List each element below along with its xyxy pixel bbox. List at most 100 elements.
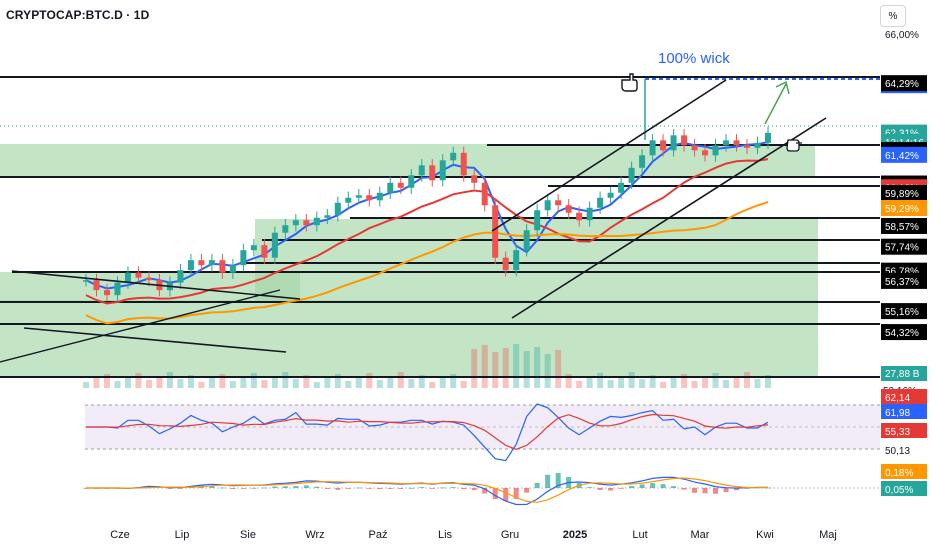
volume-bar [114, 381, 121, 388]
projection-arrow-head [775, 80, 790, 95]
candle-body [492, 205, 499, 258]
price-tag-label: 57,74% [885, 243, 919, 254]
channel-upper [491, 79, 727, 232]
volume-bar [628, 372, 635, 388]
price-tag-label: 64,29% [885, 79, 919, 90]
price-tag [881, 217, 927, 234]
candle-body [439, 160, 446, 181]
time-tick: Lis [438, 529, 453, 541]
macd-histogram-bar [492, 488, 498, 500]
moving-averages [85, 141, 769, 325]
candle-body [597, 197, 604, 208]
macd-histogram-bar [555, 472, 561, 488]
candle-body [628, 167, 635, 183]
macd-line [86, 476, 769, 506]
trendline-rising-left [0, 289, 281, 363]
trend-lines [0, 79, 827, 363]
price-tag [881, 324, 927, 341]
candle-body [324, 215, 331, 218]
macd-histogram-bar [177, 488, 183, 489]
volume-bar [93, 378, 100, 388]
volume-bar [765, 375, 771, 388]
candle-body [313, 217, 320, 226]
volume-bar [187, 375, 194, 388]
candle-body [429, 165, 436, 181]
price-tag [881, 185, 927, 202]
macd-histogram-bar [356, 487, 362, 489]
time-tick: Wrz [305, 529, 324, 541]
volume-bar [492, 352, 499, 388]
volume-bar [219, 374, 226, 388]
candle-body [355, 195, 362, 198]
wick-annotation: 100% wick [658, 50, 730, 67]
candle-body [544, 200, 551, 211]
volume-bar [565, 374, 572, 388]
volume-bar [733, 376, 740, 388]
macd-histogram-bar [377, 488, 383, 490]
candle-body [93, 280, 100, 291]
macd-histogram-bar [167, 488, 173, 489]
volume-bar [513, 344, 520, 388]
ma-line-orange [85, 201, 769, 325]
candle-body [418, 165, 425, 176]
macd-histogram-bar [503, 488, 509, 502]
candle-body [618, 182, 625, 193]
candle-body [334, 202, 341, 216]
macd-histogram-bar [660, 484, 666, 488]
candle-body [198, 260, 205, 266]
volume-bar [639, 379, 646, 388]
volume-bar [313, 382, 320, 388]
volume-bar [544, 354, 551, 388]
time-axis: Cze Lip Sie Wrz Paź Lis Gru 2025 Lut Mar Kwi Maj [110, 529, 837, 541]
rsi-pane [85, 403, 880, 462]
macd-histogram-bar [702, 488, 708, 494]
candle-body [345, 197, 352, 203]
macd-histogram-bar [387, 488, 393, 489]
volume-bar [660, 382, 667, 388]
macd-histogram-bar [293, 486, 299, 488]
macd-histogram-bar [671, 486, 677, 488]
volume-bar [366, 373, 373, 388]
percent-scale-button[interactable]: % [880, 5, 906, 27]
candle-body [376, 192, 383, 201]
time-tick: Cze [110, 529, 130, 541]
candle-body [607, 192, 614, 198]
volume-bar [240, 377, 247, 388]
volume-bar [576, 381, 583, 388]
macd-histogram-bar [597, 488, 603, 491]
volume-bar [324, 378, 331, 388]
macd-histogram-bar [240, 488, 246, 489]
macd-histogram-bar [314, 486, 320, 488]
macd-histogram-bar [461, 488, 467, 490]
rsi-signal-line [86, 413, 769, 450]
candle-body [670, 135, 677, 151]
zone-upper [0, 144, 815, 177]
macd-histogram-bar [429, 488, 435, 489]
time-tick: Gru [501, 529, 519, 541]
volume-bar [156, 376, 163, 388]
candle-body [460, 152, 467, 176]
candle-body [712, 145, 719, 156]
volume-tag [881, 366, 927, 381]
candle-body [145, 277, 152, 281]
macd-histogram-bar [471, 488, 477, 491]
volume-bar [502, 348, 509, 388]
volume-bar [408, 379, 415, 388]
volume-bar [754, 379, 761, 388]
macd-histogram-bar [345, 488, 351, 489]
price-tag-label: 55,16% [885, 307, 919, 318]
volume-bar [691, 381, 698, 388]
candle-body [83, 280, 89, 282]
volume-bar [355, 377, 362, 388]
volume-bar [198, 382, 205, 388]
macd-pane [83, 472, 880, 506]
macd-histogram-bar [587, 487, 593, 488]
rsi-tag-label: 55,33 [885, 427, 910, 438]
zone-lower [0, 300, 818, 377]
price-tag [881, 200, 927, 217]
volume-bar [282, 372, 289, 388]
volume-bar [334, 374, 341, 388]
volume-tag-label: 27,88 B [885, 369, 920, 380]
macd-histogram-bar [230, 488, 236, 489]
